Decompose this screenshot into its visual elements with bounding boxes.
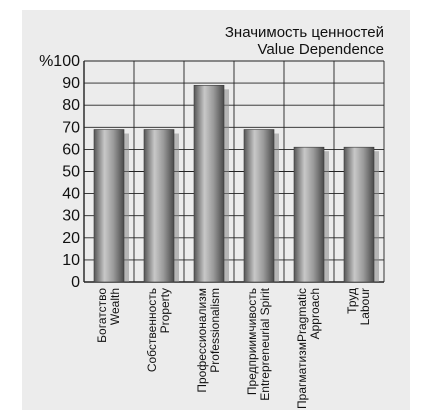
chart-title-line-2: Value Dependence bbox=[258, 41, 385, 58]
category-label-line-2: Entrepreneurial Spirit bbox=[258, 287, 272, 400]
category-label-line-1: Профессионализм bbox=[195, 288, 209, 393]
bars bbox=[93, 85, 375, 283]
bar bbox=[143, 129, 175, 283]
category-label-line-2: Wealth bbox=[108, 288, 122, 325]
bar bbox=[293, 146, 325, 283]
y-tick-label: %100 bbox=[39, 53, 80, 70]
category-label: Собственность Property bbox=[145, 288, 172, 372]
category-label-line-1: Труд bbox=[345, 288, 359, 314]
bar bbox=[93, 129, 125, 283]
category-label: Предприимчивость Entrepreneurial Spirit bbox=[245, 287, 272, 400]
category-labels: Богатство Wealth Собственность Property Проф… bbox=[95, 287, 372, 409]
bar-shadows bbox=[99, 89, 379, 282]
category-label-line-2: Property bbox=[158, 288, 172, 333]
category-label: Богатство Wealth bbox=[95, 288, 122, 343]
category-label-line-1: ПрагматизмPragmatic bbox=[295, 288, 309, 409]
y-tick-label: 70 bbox=[62, 119, 80, 136]
chart-title: Значимость ценностей Value Dependence bbox=[225, 24, 384, 58]
chart-panel: Значимость ценностей Value Dependence 0 1… bbox=[22, 10, 410, 410]
y-tick-label: 80 bbox=[62, 97, 80, 114]
category-label-line-2: Professionalism bbox=[208, 288, 222, 373]
chart-title-line-1: Значимость ценностей bbox=[225, 24, 384, 41]
bar-chart: Значимость ценностей Value Dependence 0 1… bbox=[39, 24, 385, 409]
category-label-line-1: Предприимчивость bbox=[245, 288, 259, 395]
category-label: Труд Labour bbox=[345, 288, 372, 325]
bar bbox=[193, 85, 225, 283]
y-tick-label: 90 bbox=[62, 75, 80, 92]
category-label-line-1: Собственность bbox=[145, 288, 159, 372]
y-tick-label: 0 bbox=[71, 274, 80, 291]
y-tick-label: 60 bbox=[62, 141, 80, 158]
category-label-line-1: Богатство bbox=[95, 288, 109, 343]
y-tick-label: 40 bbox=[62, 186, 80, 203]
bar bbox=[343, 146, 375, 283]
y-tick-label: 50 bbox=[62, 164, 80, 181]
category-label-line-2: Approach bbox=[308, 288, 322, 339]
category-label: Профессионализм Professionalism bbox=[195, 288, 222, 393]
y-tick-label: 30 bbox=[62, 208, 80, 225]
bar bbox=[243, 129, 275, 283]
category-label-line-2: Labour bbox=[358, 288, 372, 325]
y-axis-ticks: 0 10 20 30 40 50 60 70 80 90 %100 bbox=[39, 53, 80, 291]
y-tick-label: 20 bbox=[62, 230, 80, 247]
y-tick-label: 10 bbox=[62, 252, 80, 269]
grid-lines bbox=[83, 60, 385, 283]
category-label: ПрагматизмPragmatic Approach bbox=[295, 288, 322, 409]
